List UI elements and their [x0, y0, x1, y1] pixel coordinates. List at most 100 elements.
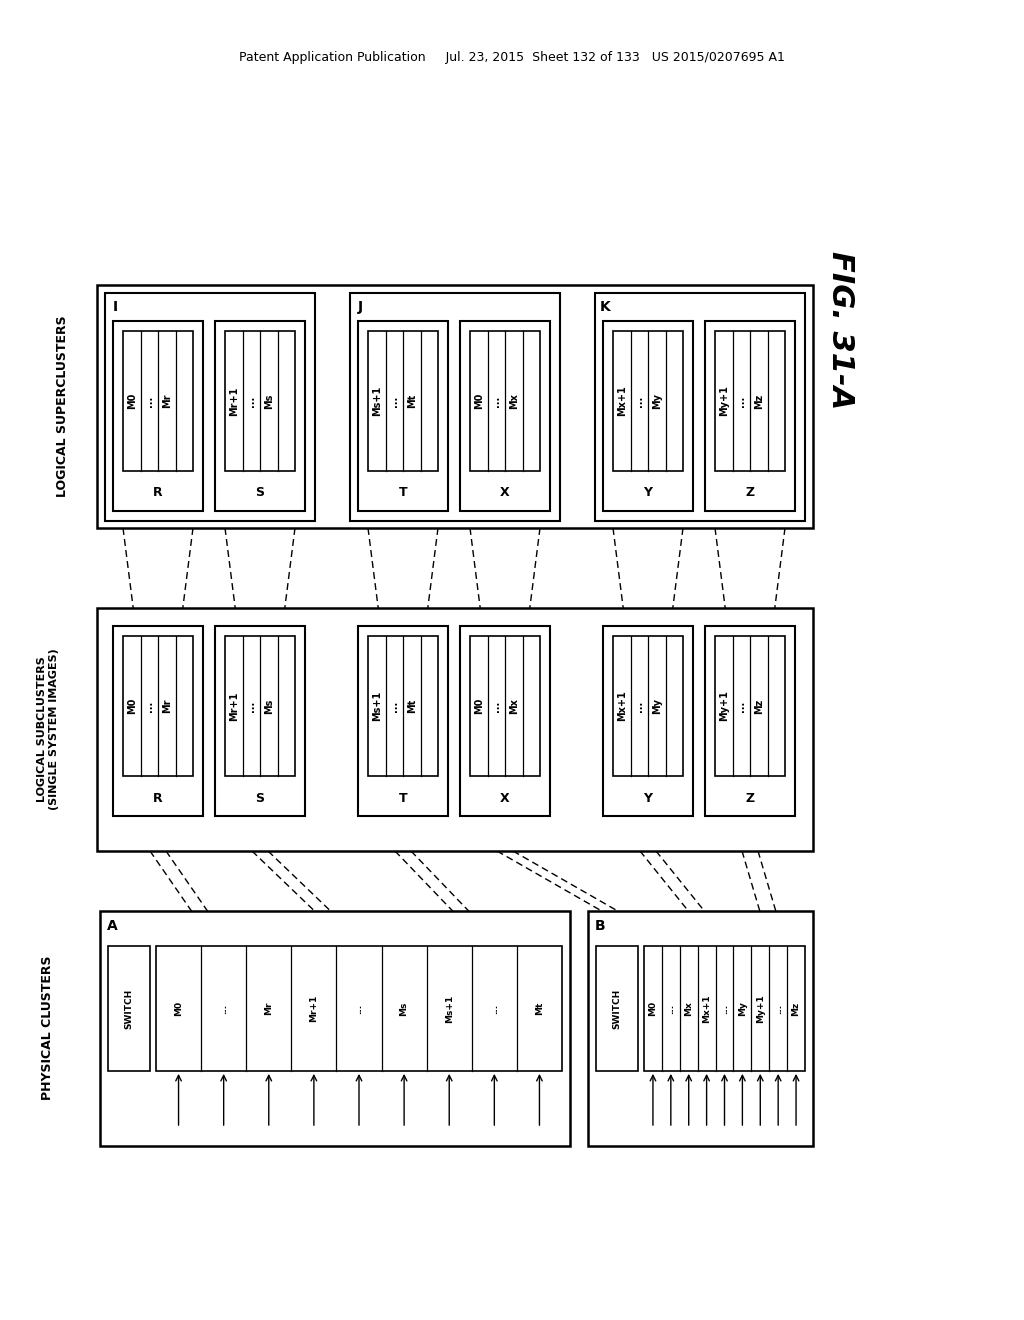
- Text: Ms: Ms: [264, 393, 273, 409]
- Bar: [644, 946, 805, 1071]
- Text: PHYSICAL CLUSTERS: PHYSICAL CLUSTERS: [42, 956, 54, 1101]
- Text: SWITCH: SWITCH: [612, 989, 622, 1028]
- Text: M0: M0: [474, 698, 483, 714]
- Text: ...: ...: [219, 1003, 228, 1014]
- Bar: [715, 331, 785, 471]
- Text: M0: M0: [174, 1001, 183, 1016]
- Text: Mr+1: Mr+1: [228, 387, 239, 416]
- Bar: [715, 636, 785, 776]
- Text: LOGICAL SUBCLUSTERS
(SINGLE SYSTEM IMAGES): LOGICAL SUBCLUSTERS (SINGLE SYSTEM IMAGE…: [37, 648, 58, 810]
- Text: Ms: Ms: [264, 698, 273, 714]
- Bar: [460, 321, 550, 511]
- Bar: [596, 946, 638, 1071]
- Text: S: S: [256, 792, 264, 804]
- Bar: [225, 636, 295, 776]
- Text: K: K: [600, 300, 610, 314]
- Text: T: T: [398, 792, 408, 804]
- Text: My: My: [651, 698, 662, 714]
- Bar: [123, 331, 193, 471]
- Text: LOGICAL SUPERCLUSTERS: LOGICAL SUPERCLUSTERS: [55, 315, 69, 496]
- Text: Mt: Mt: [407, 698, 417, 713]
- Text: Z: Z: [745, 487, 755, 499]
- Bar: [358, 626, 449, 816]
- Text: Mr+1: Mr+1: [228, 692, 239, 721]
- Text: FIG. 31-A: FIG. 31-A: [825, 251, 854, 409]
- Bar: [603, 321, 693, 511]
- Text: J: J: [357, 300, 362, 314]
- Text: Mx: Mx: [684, 1001, 693, 1016]
- Bar: [603, 626, 693, 816]
- Bar: [705, 321, 795, 511]
- Text: I: I: [113, 300, 118, 314]
- Text: Mx+1: Mx+1: [616, 385, 627, 416]
- Text: ...: ...: [389, 396, 399, 407]
- Text: Ms: Ms: [399, 1002, 409, 1015]
- Text: ...: ...: [774, 1003, 782, 1014]
- Text: Y: Y: [643, 487, 652, 499]
- Text: Y: Y: [643, 792, 652, 804]
- Bar: [358, 321, 449, 511]
- Text: Mx: Mx: [509, 698, 519, 714]
- Text: ...: ...: [667, 1003, 676, 1014]
- Text: ...: ...: [354, 1003, 364, 1014]
- Text: B: B: [595, 919, 605, 933]
- Bar: [588, 911, 813, 1146]
- Text: R: R: [154, 487, 163, 499]
- Text: ...: ...: [389, 701, 399, 711]
- Text: ...: ...: [736, 701, 746, 711]
- Text: ...: ...: [246, 701, 256, 711]
- Bar: [105, 293, 315, 521]
- Text: SWITCH: SWITCH: [125, 989, 133, 1028]
- Text: ...: ...: [736, 396, 746, 407]
- Text: Ms+1: Ms+1: [372, 690, 382, 721]
- Text: Ms+1: Ms+1: [444, 994, 454, 1023]
- Text: My: My: [738, 1001, 746, 1016]
- Text: My: My: [651, 393, 662, 409]
- Bar: [613, 636, 683, 776]
- Text: M0: M0: [127, 698, 137, 714]
- Text: ...: ...: [492, 396, 502, 407]
- Bar: [705, 626, 795, 816]
- Bar: [350, 293, 560, 521]
- Bar: [215, 626, 305, 816]
- Text: Mz: Mz: [754, 698, 764, 714]
- Text: Mt: Mt: [407, 393, 417, 408]
- Text: ...: ...: [720, 1003, 729, 1014]
- Bar: [100, 911, 570, 1146]
- Text: M0: M0: [474, 393, 483, 409]
- Text: T: T: [398, 487, 408, 499]
- Text: ...: ...: [144, 396, 155, 407]
- Text: A: A: [106, 919, 118, 933]
- Bar: [368, 331, 438, 471]
- Text: ...: ...: [492, 701, 502, 711]
- Bar: [470, 331, 540, 471]
- Bar: [215, 321, 305, 511]
- Text: R: R: [154, 792, 163, 804]
- Bar: [470, 636, 540, 776]
- Bar: [595, 293, 805, 521]
- Text: Ms+1: Ms+1: [372, 385, 382, 416]
- Text: Mz: Mz: [754, 393, 764, 409]
- Bar: [97, 285, 813, 528]
- Bar: [368, 636, 438, 776]
- Text: Z: Z: [745, 792, 755, 804]
- Bar: [97, 609, 813, 851]
- Text: My+1: My+1: [719, 690, 729, 722]
- Text: My+1: My+1: [719, 385, 729, 416]
- Text: ...: ...: [634, 701, 644, 711]
- Text: X: X: [500, 792, 510, 804]
- Text: Mr: Mr: [264, 1002, 273, 1015]
- Bar: [108, 946, 150, 1071]
- Text: Mt: Mt: [535, 1002, 544, 1015]
- Bar: [156, 946, 562, 1071]
- Text: X: X: [500, 487, 510, 499]
- Text: ...: ...: [634, 396, 644, 407]
- Text: M0: M0: [648, 1001, 657, 1016]
- Text: Mr+1: Mr+1: [309, 995, 318, 1022]
- Text: S: S: [256, 487, 264, 499]
- Bar: [613, 331, 683, 471]
- Bar: [113, 626, 203, 816]
- Bar: [113, 321, 203, 511]
- Text: ...: ...: [489, 1003, 499, 1014]
- Text: ...: ...: [246, 396, 256, 407]
